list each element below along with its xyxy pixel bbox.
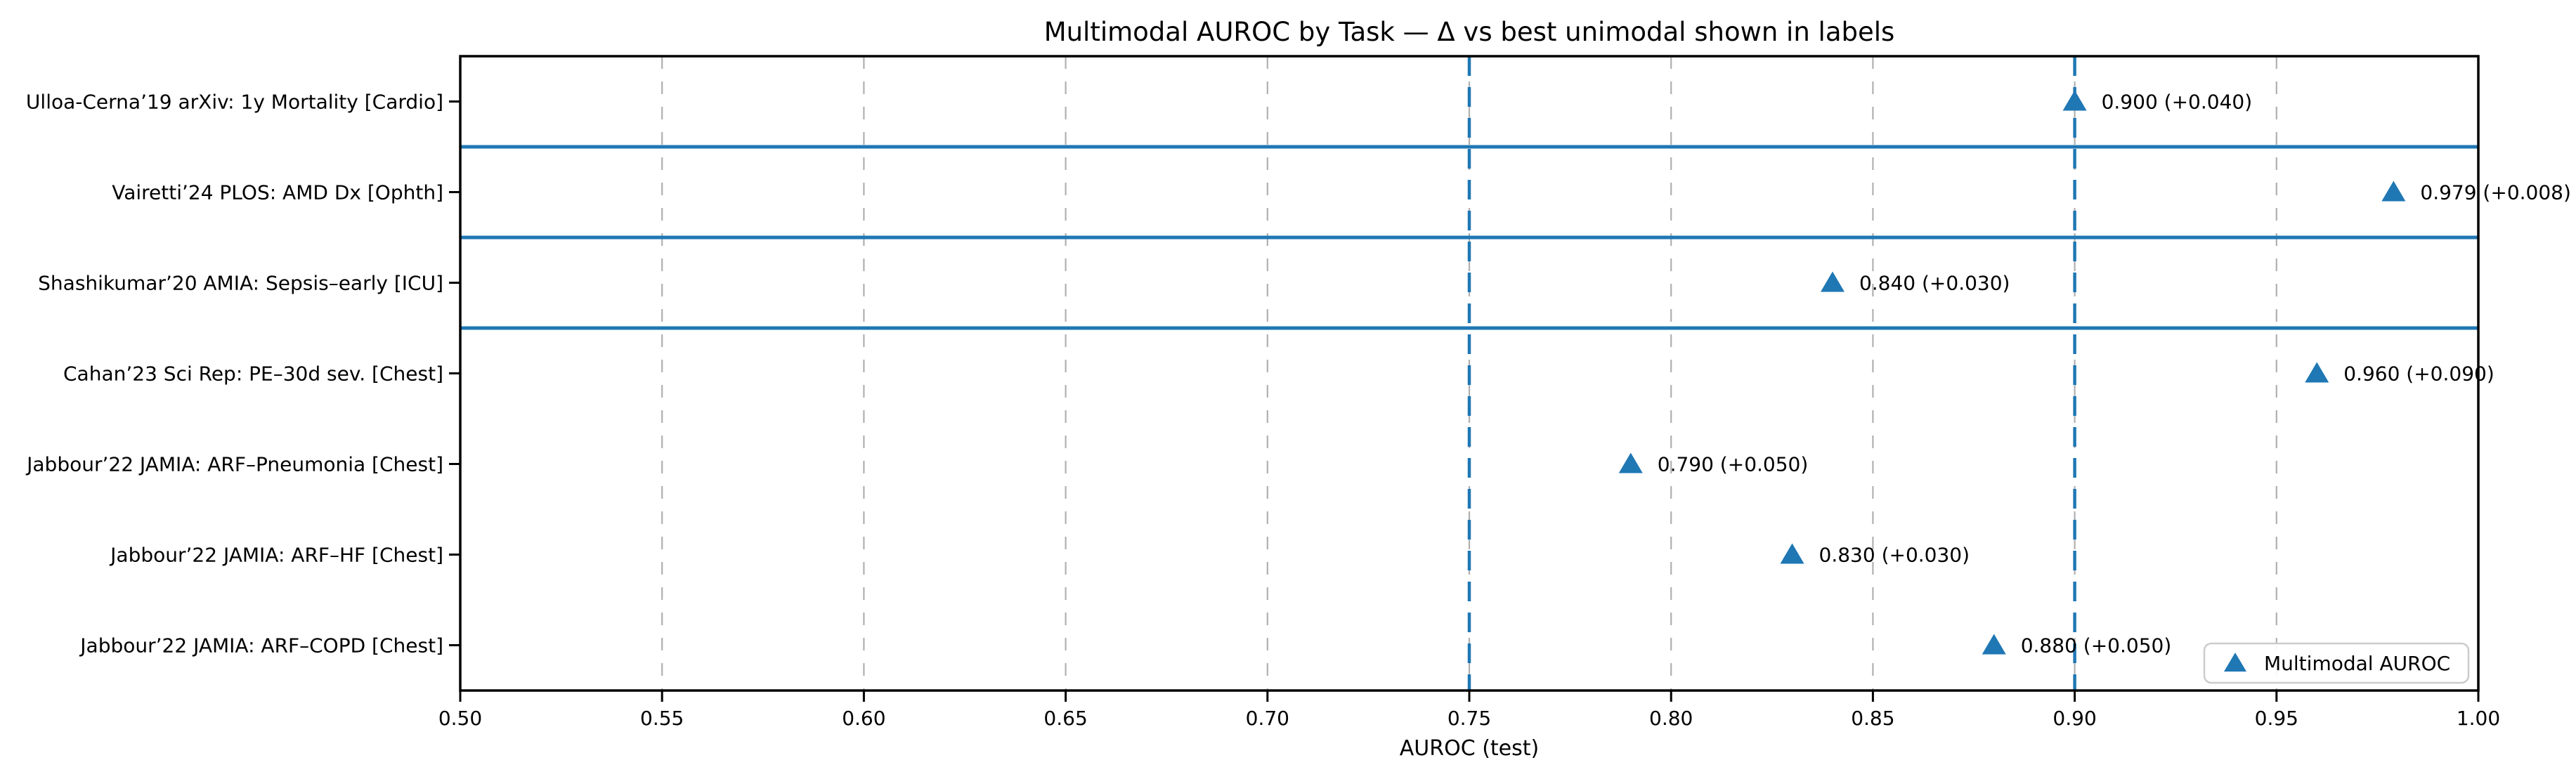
x-axis-label: AUROC (test) bbox=[1400, 736, 1539, 761]
y-tick-label: Cahan’23 Sci Rep: PE–30d sev. [Chest] bbox=[63, 362, 443, 386]
x-tick-label: 0.60 bbox=[842, 707, 885, 730]
legend: Multimodal AUROC bbox=[2203, 642, 2470, 684]
data-point-marker bbox=[2305, 362, 2329, 383]
data-point-label: 0.900 (+0.040) bbox=[2102, 91, 2253, 114]
data-points-layer bbox=[1618, 90, 2406, 655]
group-separators-layer bbox=[460, 145, 2478, 330]
point-annotations-layer: 0.900 (+0.040) 0.979 (+0.008) 0.840 (+0.03… bbox=[1658, 91, 2571, 657]
y-tick-label: Vairetti’24 PLOS: AMD Dx [Ophth] bbox=[112, 181, 443, 204]
x-tick-label: 0.65 bbox=[1043, 707, 1087, 730]
y-tick-label: Ulloa-Cerna’19 arXiv: 1y Mortality [Card… bbox=[26, 91, 443, 114]
data-point-label: 0.880 (+0.050) bbox=[2021, 634, 2172, 657]
data-point-marker bbox=[1820, 271, 1845, 292]
x-tick-label: 0.75 bbox=[1448, 707, 1491, 730]
data-point-label: 0.979 (+0.008) bbox=[2420, 181, 2571, 204]
y-tick-label: Jabbour’22 JAMIA: ARF–Pneumonia [Chest] bbox=[25, 453, 443, 476]
data-point-label: 0.830 (+0.030) bbox=[1819, 544, 1970, 567]
legend-label: Multimodal AUROC bbox=[2264, 652, 2450, 675]
data-point-marker bbox=[1618, 452, 1643, 473]
x-tick-label: 1.00 bbox=[2457, 707, 2500, 730]
x-tick-label: 0.55 bbox=[640, 707, 684, 730]
data-point-marker bbox=[2062, 90, 2087, 111]
y-tick-label: Shashikumar’20 AMIA: Sepsis–early [ICU] bbox=[38, 272, 443, 295]
legend-box bbox=[2203, 642, 2470, 684]
x-tick-label: 0.85 bbox=[1851, 707, 1894, 730]
y-tick-label: Jabbour’22 JAMIA: ARF–COPD [Chest] bbox=[79, 634, 443, 657]
x-tick-labels-layer: 0.50 0.55 0.60 0.65 0.70 0.75 0.80 0.85 0.90 0.95… bbox=[438, 707, 2500, 730]
x-tick-label: 0.50 bbox=[438, 707, 482, 730]
data-point-marker bbox=[1982, 634, 2006, 655]
x-tick-label: 0.95 bbox=[2255, 707, 2298, 730]
data-point-marker bbox=[1780, 543, 1804, 564]
y-tick-label: Jabbour’22 JAMIA: ARF–HF [Chest] bbox=[109, 544, 443, 567]
x-tick-label: 0.90 bbox=[2053, 707, 2096, 730]
x-tick-label: 0.70 bbox=[1246, 707, 1289, 730]
y-tick-labels-layer: Ulloa-Cerna’19 arXiv: 1y Mortality [Card… bbox=[25, 91, 443, 657]
ticks-layer bbox=[449, 100, 2480, 702]
data-point-marker bbox=[2381, 181, 2406, 202]
legend-triangle-marker-icon bbox=[2224, 653, 2246, 672]
x-tick-label: 0.80 bbox=[1649, 707, 1693, 730]
reference-lines-layer bbox=[1467, 56, 2076, 691]
data-point-label: 0.840 (+0.030) bbox=[1859, 272, 2010, 295]
chart-title: Multimodal AUROC by Task — Δ vs best uni… bbox=[1044, 17, 1895, 47]
data-point-label: 0.960 (+0.090) bbox=[2343, 362, 2494, 386]
data-point-label: 0.790 (+0.050) bbox=[1658, 453, 1809, 476]
